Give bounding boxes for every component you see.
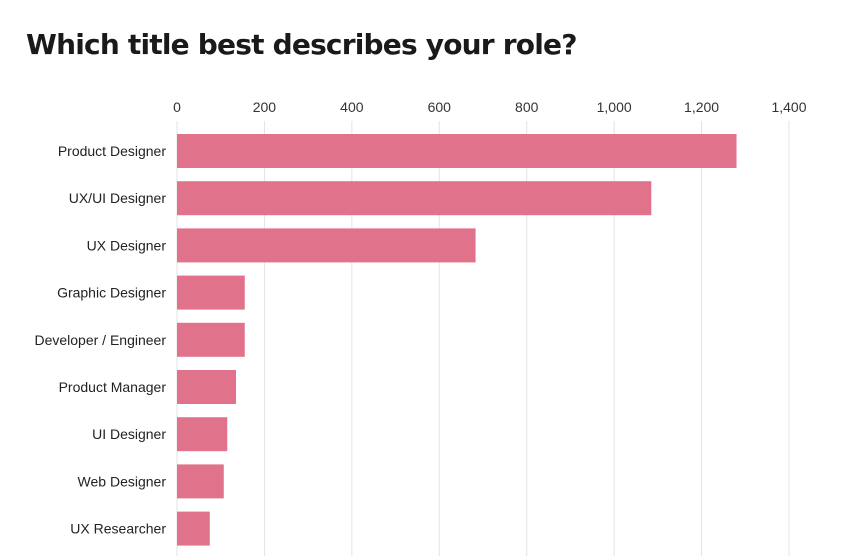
x-tick-label: 400 (340, 99, 364, 115)
category-label: Graphic Designer (57, 285, 166, 301)
x-tick-label: 200 (253, 99, 277, 115)
category-label: Product Designer (58, 143, 167, 159)
bar (177, 464, 224, 499)
x-tick-label: 800 (515, 99, 539, 115)
x-tick-label: 1,200 (684, 99, 719, 115)
bar (177, 134, 737, 168)
bar (177, 322, 245, 357)
category-label: UX Designer (87, 237, 167, 253)
x-tick-label: 0 (173, 99, 181, 115)
bar (177, 511, 210, 546)
category-label: UI Designer (92, 426, 166, 442)
category-labels: Product Designer UX/UI Designer UX Designe… (34, 143, 166, 537)
bars (177, 134, 737, 546)
bar (177, 181, 652, 216)
x-tick-label: 1,000 (597, 99, 632, 115)
category-label: Product Manager (59, 379, 167, 395)
bar (177, 228, 476, 263)
x-tick-label: 600 (428, 99, 452, 115)
category-label: UX Researcher (70, 521, 166, 537)
category-label: UX/UI Designer (69, 190, 167, 206)
x-tick-label: 1,400 (771, 99, 806, 115)
x-axis-ticks: 0 200 400 600 800 1,000 1,200 1,400 (173, 99, 807, 115)
category-label: Developer / Engineer (34, 332, 166, 348)
bar (177, 417, 228, 452)
bar (177, 370, 237, 404)
bar (177, 275, 245, 310)
category-label: Web Designer (78, 473, 167, 489)
chart-title: Which title best describes your role? (26, 28, 577, 61)
